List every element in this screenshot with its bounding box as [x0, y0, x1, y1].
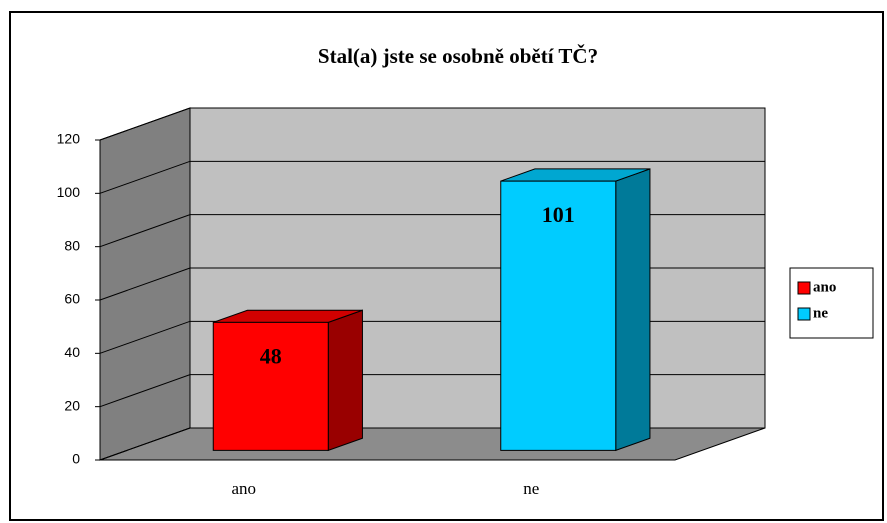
x-tick-label: ne: [523, 479, 539, 498]
chart-title: Stal(a) jste se osobně obětí TČ?: [318, 44, 598, 68]
y-tick-label: 20: [64, 397, 80, 413]
y-tick-label: 40: [64, 344, 80, 360]
bar-side: [327, 309, 363, 452]
y-tick-label: 60: [64, 291, 80, 307]
grid-line: [99, 107, 765, 141]
legend-label: ne: [813, 305, 828, 321]
bar-side: [615, 168, 651, 452]
legend-label: ano: [813, 279, 836, 295]
x-tick-label: ano: [231, 479, 256, 498]
legend-box: [789, 267, 874, 339]
y-tick-label: 120: [57, 131, 81, 147]
y-tick-label: 100: [57, 184, 81, 200]
bar: [500, 180, 617, 451]
bar: [212, 321, 329, 451]
grid-line: [99, 160, 765, 194]
legend-swatch: [797, 281, 811, 295]
y-tick-label: 80: [64, 237, 80, 253]
data-label: 48: [260, 343, 282, 368]
floor: [99, 427, 766, 461]
data-label: 101: [542, 202, 575, 227]
y-tick-label: 0: [72, 451, 80, 467]
legend-swatch: [797, 307, 811, 321]
